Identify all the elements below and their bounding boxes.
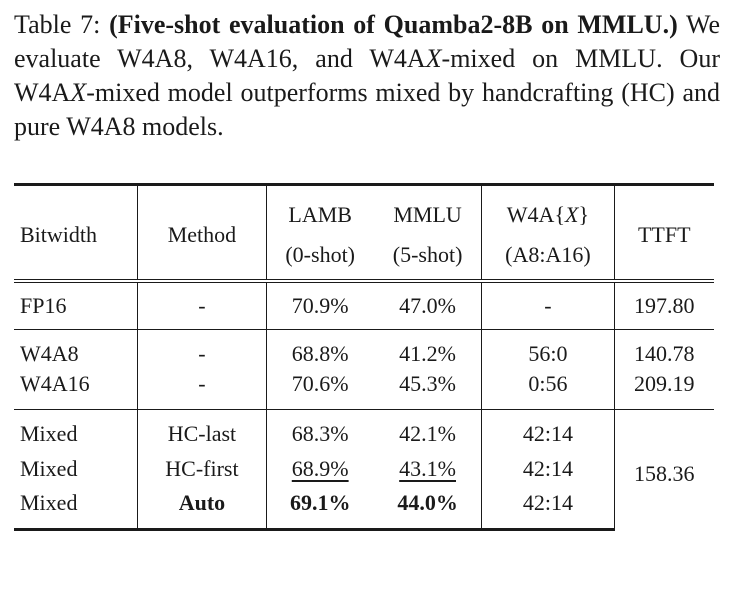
cell-mmlu: 43.1%	[399, 456, 456, 481]
cell-bitwidth: Mixed	[20, 456, 78, 481]
cell-lamb: 68.9%	[291, 456, 349, 481]
cell-bitwidth: Mixed	[14, 489, 138, 531]
header-lamb-line2: (0-shot)	[285, 242, 356, 268]
cell-bitwidth: FP16	[14, 278, 138, 329]
cell-w4ax: 0:56	[481, 369, 615, 409]
cell-method: -	[137, 328, 266, 369]
header-w4ax: W4A{X} (A8:A16)	[481, 183, 615, 281]
cell-bitwidth: Mixed	[14, 408, 138, 449]
cell-ttft: 197.80	[613, 278, 714, 329]
cell-ttft: 158.36	[613, 408, 714, 529]
cell-mmlu: 41.2%	[373, 328, 482, 369]
caption-italic-x-2: X	[70, 78, 87, 107]
caption-text-3: -mixed model outperforms mixed by handcr…	[14, 78, 720, 141]
table-row: Mixed Auto 69.1% 44.0% 42:14	[14, 489, 714, 531]
results-table: Bitwidth Method LAMB (0-shot) MMLU (5-sh…	[14, 183, 714, 531]
header-w4ax-pre: W4A{	[506, 202, 566, 228]
caption-text-2: -mixed on MMLU. Our W4A	[14, 44, 720, 107]
header-w4ax-post: }	[578, 202, 590, 228]
cell-method: -	[137, 278, 266, 329]
cell-w4ax: -	[481, 278, 615, 329]
cell-w4ax: 42:14	[481, 489, 615, 531]
table-header-row: Bitwidth Method LAMB (0-shot) MMLU (5-sh…	[14, 183, 714, 281]
cell-method: HC-first	[137, 449, 266, 489]
caption-prefix: Table 7:	[14, 10, 101, 39]
cell-lamb: 70.6%	[265, 369, 374, 409]
header-mmlu: MMLU (5-shot)	[373, 183, 482, 281]
cell-ttft: 140.78	[613, 328, 714, 369]
header-method: Method	[137, 183, 266, 281]
caption-text-1: We evaluate W4A8, W4A16, and W4A	[14, 10, 721, 73]
header-mmlu-line1: MMLU	[393, 202, 462, 228]
cell-method: Auto	[137, 489, 266, 531]
table-row: W4A16 - 70.6% 45.3% 0:56 209.19	[14, 369, 714, 409]
cell-bitwidth: W4A8	[14, 328, 138, 369]
caption-bold-title: (Five-shot evaluation of Quamba2-8B on M…	[109, 10, 678, 39]
header-ttft: TTFT	[613, 183, 714, 281]
caption-italic-x-1: X	[425, 44, 442, 73]
table-row: W4A8 - 68.8% 41.2% 56:0 140.78	[14, 328, 714, 369]
table-row: FP16 - 70.9% 47.0% - 197.80	[14, 278, 714, 329]
cell-lamb: 69.1%	[265, 489, 374, 531]
cell-method: -	[137, 369, 266, 409]
cell-mmlu: 47.0%	[373, 278, 482, 329]
cell-w4ax: 42:14	[481, 408, 615, 449]
cell-mmlu: 45.3%	[399, 370, 456, 396]
header-bitwidth: Bitwidth	[14, 183, 138, 281]
cell-mmlu: 42.1%	[373, 408, 482, 449]
cell-w4ax: 56:0	[481, 328, 615, 369]
cell-bitwidth: W4A16	[20, 370, 90, 396]
cell-lamb: 68.3%	[265, 408, 374, 449]
results-table-wrapper: Bitwidth Method LAMB (0-shot) MMLU (5-sh…	[14, 183, 714, 531]
header-lamb-line1: LAMB	[288, 202, 352, 228]
cell-ttft: 209.19	[613, 369, 714, 409]
table-caption: Table 7: (Five-shot evaluation of Quamba…	[14, 8, 720, 144]
cell-lamb: 70.9%	[265, 278, 374, 329]
header-w4ax-line2: (A8:A16)	[505, 242, 591, 268]
cell-lamb: 68.8%	[265, 328, 374, 369]
cell-method: HC-last	[137, 408, 266, 449]
header-w4ax-italic: X	[565, 202, 579, 228]
header-mmlu-line2: (5-shot)	[392, 242, 463, 268]
cell-w4ax: 42:14	[481, 449, 615, 489]
header-lamb: LAMB (0-shot)	[265, 183, 374, 281]
cell-mmlu: 44.0%	[373, 489, 482, 531]
table-row: Mixed HC-last 68.3% 42.1% 42:14 158.36	[14, 408, 714, 529]
table-row: Mixed HC-first 68.9% 43.1% 42:14	[14, 449, 714, 489]
